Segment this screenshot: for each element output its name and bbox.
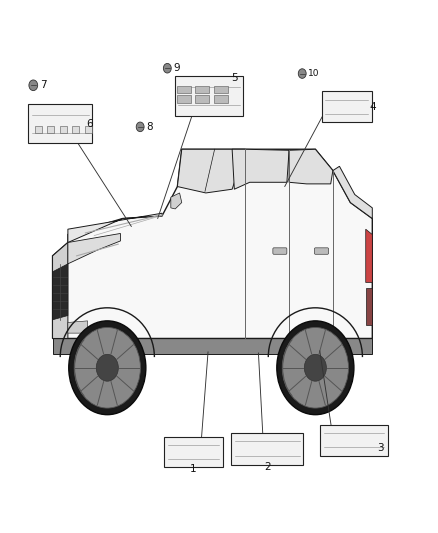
Circle shape	[96, 354, 118, 381]
Polygon shape	[171, 193, 182, 209]
FancyBboxPatch shape	[273, 248, 287, 254]
Polygon shape	[53, 149, 372, 338]
Text: 7: 7	[40, 80, 46, 90]
Circle shape	[74, 327, 141, 408]
Text: 6: 6	[87, 119, 93, 128]
FancyBboxPatch shape	[35, 126, 42, 133]
Text: 5: 5	[231, 74, 237, 83]
FancyBboxPatch shape	[177, 95, 191, 103]
FancyBboxPatch shape	[164, 437, 223, 467]
FancyBboxPatch shape	[195, 95, 209, 103]
FancyBboxPatch shape	[28, 104, 92, 143]
Text: 4: 4	[370, 102, 376, 111]
Polygon shape	[53, 243, 68, 338]
Text: 8: 8	[146, 122, 153, 132]
Polygon shape	[68, 213, 162, 243]
FancyBboxPatch shape	[314, 248, 328, 254]
Polygon shape	[177, 149, 245, 193]
FancyBboxPatch shape	[47, 126, 54, 133]
Polygon shape	[333, 166, 372, 219]
Circle shape	[304, 354, 326, 381]
Circle shape	[298, 69, 306, 78]
Circle shape	[136, 122, 144, 132]
Polygon shape	[232, 149, 289, 189]
FancyBboxPatch shape	[177, 86, 191, 93]
Circle shape	[29, 80, 38, 91]
FancyBboxPatch shape	[322, 91, 372, 122]
FancyBboxPatch shape	[320, 425, 388, 456]
FancyBboxPatch shape	[214, 95, 228, 103]
FancyBboxPatch shape	[72, 126, 79, 133]
Circle shape	[277, 321, 354, 415]
FancyBboxPatch shape	[85, 126, 92, 133]
FancyBboxPatch shape	[60, 126, 67, 133]
Polygon shape	[366, 288, 372, 325]
Circle shape	[69, 321, 146, 415]
Text: 1: 1	[190, 464, 197, 474]
FancyBboxPatch shape	[231, 433, 303, 465]
Polygon shape	[68, 321, 88, 333]
Text: 10: 10	[308, 69, 320, 78]
FancyBboxPatch shape	[214, 86, 228, 93]
FancyBboxPatch shape	[175, 76, 243, 116]
Text: 2: 2	[264, 462, 271, 472]
Text: 3: 3	[378, 443, 384, 453]
Polygon shape	[53, 264, 68, 320]
Text: 9: 9	[173, 63, 180, 73]
Circle shape	[282, 327, 349, 408]
Polygon shape	[289, 149, 333, 184]
Circle shape	[163, 63, 171, 73]
Polygon shape	[53, 338, 372, 354]
Polygon shape	[366, 229, 372, 282]
FancyBboxPatch shape	[195, 86, 209, 93]
Polygon shape	[68, 233, 120, 264]
